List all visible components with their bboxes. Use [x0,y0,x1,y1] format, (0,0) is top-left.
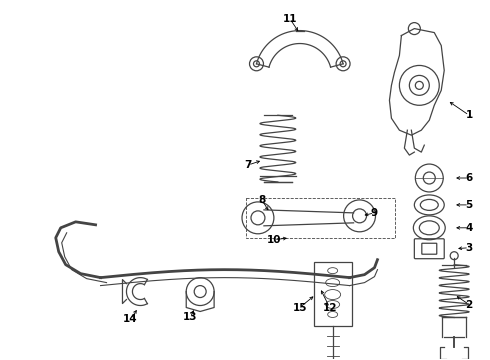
Text: 9: 9 [371,208,378,218]
Text: 13: 13 [183,312,197,323]
Bar [246,198,395,238]
Text: 5: 5 [466,200,473,210]
Text: 7: 7 [245,160,252,170]
Bar [314,262,352,327]
Text: 10: 10 [267,235,281,245]
Text: 1: 1 [466,110,473,120]
Text: 3: 3 [466,243,473,253]
Text: 15: 15 [293,302,307,312]
Text: 4: 4 [466,223,473,233]
Text: 6: 6 [466,173,473,183]
Text: 8: 8 [258,195,266,205]
Text: 14: 14 [123,314,138,324]
Text: 12: 12 [322,302,337,312]
Text: 2: 2 [466,300,473,310]
Text: 11: 11 [283,14,297,24]
